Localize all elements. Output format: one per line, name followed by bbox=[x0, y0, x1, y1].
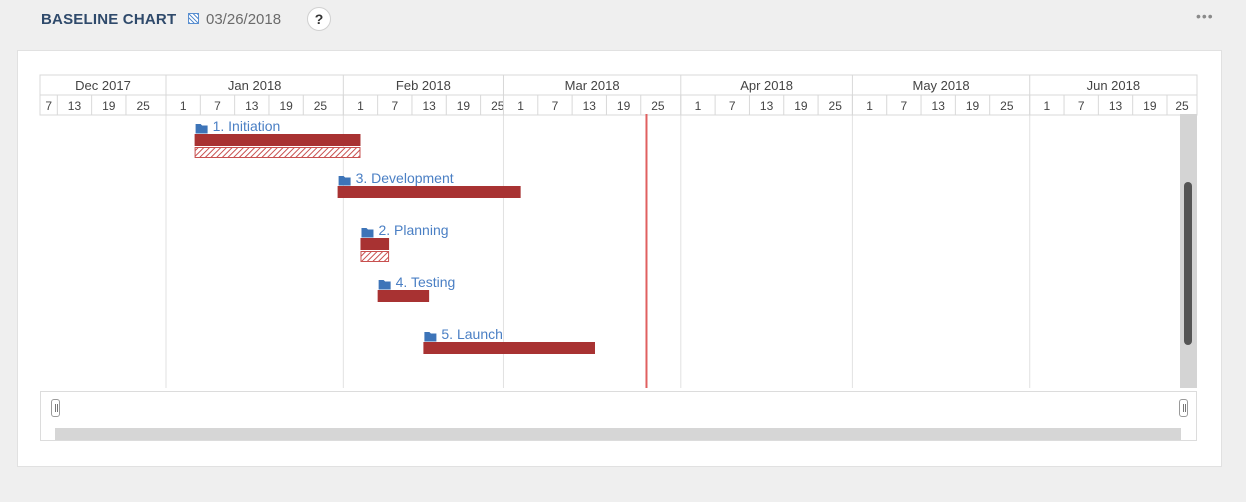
day-tick-label: 19 bbox=[279, 99, 293, 113]
day-tick-label: 7 bbox=[901, 99, 908, 113]
range-start-handle[interactable] bbox=[51, 399, 60, 417]
month-label: Apr 2018 bbox=[740, 78, 793, 93]
vertical-scrollbar-thumb[interactable] bbox=[1184, 182, 1192, 345]
day-tick-label: 19 bbox=[617, 99, 631, 113]
day-tick-label: 13 bbox=[932, 99, 946, 113]
month-label: Dec 2017 bbox=[75, 78, 131, 93]
day-tick-label: 7 bbox=[45, 99, 52, 113]
month-label: Feb 2018 bbox=[396, 78, 451, 93]
day-tick-label: 1 bbox=[695, 99, 702, 113]
baseline-bar bbox=[194, 147, 361, 158]
task-row[interactable]: 5. Launch bbox=[423, 326, 595, 354]
day-tick-label: 25 bbox=[651, 99, 665, 113]
day-tick-label: 7 bbox=[391, 99, 398, 113]
month-label: May 2018 bbox=[913, 78, 970, 93]
baseline-bar bbox=[360, 251, 390, 262]
task-bar[interactable] bbox=[423, 342, 595, 354]
baseline-hatch-icon bbox=[188, 13, 199, 24]
day-tick-label: 7 bbox=[214, 99, 221, 113]
folder-icon bbox=[338, 176, 351, 186]
folder-icon bbox=[424, 332, 437, 342]
folder-icon bbox=[195, 124, 208, 134]
day-tick-label: 13 bbox=[1109, 99, 1123, 113]
day-tick-label: 1 bbox=[866, 99, 873, 113]
task-label[interactable]: 3. Development bbox=[356, 170, 454, 186]
task-bar[interactable] bbox=[194, 134, 361, 146]
help-button[interactable]: ? bbox=[307, 7, 331, 31]
chart-title: BASELINE CHART bbox=[41, 11, 177, 28]
task-label[interactable]: 2. Planning bbox=[378, 222, 448, 238]
month-label: Jan 2018 bbox=[228, 78, 282, 93]
task-label[interactable]: 4. Testing bbox=[396, 274, 456, 290]
day-tick-label: 13 bbox=[760, 99, 774, 113]
header: BASELINE CHART 03/26/2018 ? ••• bbox=[0, 0, 1246, 44]
task-row[interactable]: 2. Planning bbox=[360, 222, 449, 262]
timeline-grid bbox=[165, 115, 1031, 388]
day-tick-label: 25 bbox=[491, 99, 505, 113]
task-bar[interactable] bbox=[337, 186, 521, 198]
day-tick-label: 19 bbox=[102, 99, 116, 113]
day-tick-label: 13 bbox=[245, 99, 259, 113]
baseline-date: 03/26/2018 bbox=[206, 11, 282, 28]
day-tick-label: 25 bbox=[136, 99, 150, 113]
range-navigator-bar[interactable] bbox=[55, 428, 1181, 440]
day-tick-label: 7 bbox=[552, 99, 559, 113]
task-bar[interactable] bbox=[377, 290, 430, 302]
day-tick-label: 19 bbox=[794, 99, 808, 113]
task-label[interactable]: 1. Initiation bbox=[213, 118, 281, 134]
task-row[interactable]: 1. Initiation bbox=[194, 118, 361, 158]
day-tick-label: 25 bbox=[1175, 99, 1189, 113]
day-tick-label: 1 bbox=[1044, 99, 1051, 113]
day-tick-label: 7 bbox=[1078, 99, 1085, 113]
folder-icon bbox=[378, 280, 391, 290]
task-bar[interactable] bbox=[360, 238, 390, 250]
month-label: Mar 2018 bbox=[565, 78, 620, 93]
day-tick-label: 25 bbox=[829, 99, 843, 113]
task-row[interactable]: 3. Development bbox=[337, 170, 521, 198]
timeline-header: Dec 2017 Jan 2018 Feb 2018 Mar 2018 Apr 2018… bbox=[39, 74, 1198, 116]
day-tick-label: 13 bbox=[422, 99, 436, 113]
month-label: Jun 2018 bbox=[1087, 78, 1141, 93]
day-tick-label: 1 bbox=[357, 99, 364, 113]
task-row[interactable]: 4. Testing bbox=[377, 274, 456, 302]
day-tick-label: 19 bbox=[966, 99, 980, 113]
folder-icon bbox=[361, 228, 374, 238]
range-end-handle[interactable] bbox=[1179, 399, 1188, 417]
day-tick-label: 25 bbox=[1000, 99, 1014, 113]
day-tick-label: 13 bbox=[583, 99, 597, 113]
day-tick-label: 19 bbox=[1143, 99, 1157, 113]
task-bars: 1. Initiation 3. Development 2. Planning 4.… bbox=[194, 118, 595, 354]
day-tick-label: 1 bbox=[180, 99, 187, 113]
day-tick-label: 25 bbox=[314, 99, 328, 113]
more-options-icon[interactable]: ••• bbox=[1196, 8, 1214, 24]
day-tick-label: 1 bbox=[517, 99, 524, 113]
day-tick-label: 19 bbox=[457, 99, 471, 113]
task-label[interactable]: 5. Launch bbox=[441, 326, 503, 342]
day-tick-label: 7 bbox=[729, 99, 736, 113]
day-tick-label: 13 bbox=[68, 99, 82, 113]
